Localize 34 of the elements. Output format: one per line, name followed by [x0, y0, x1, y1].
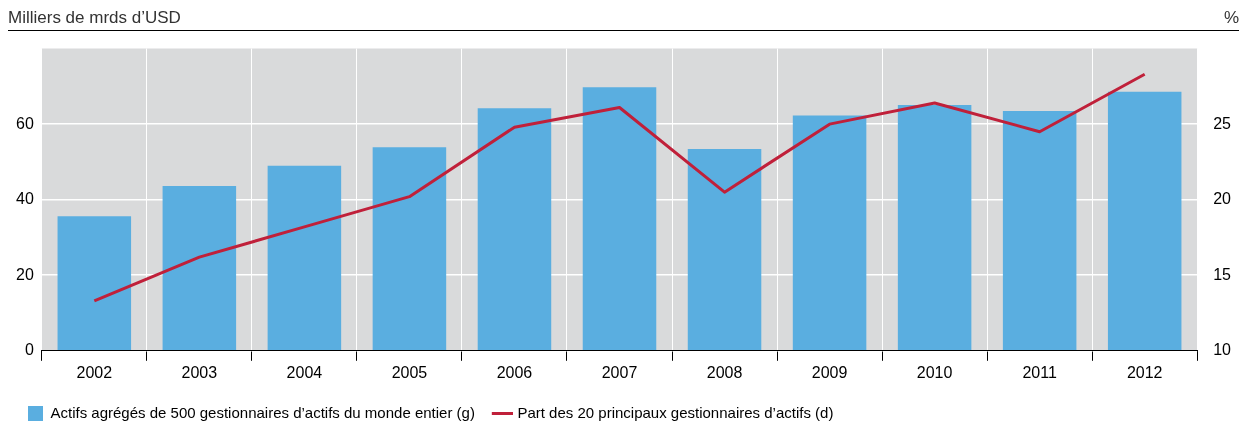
bar [372, 147, 447, 351]
y-axis-title: Milliers de mrds d’USD [8, 8, 181, 28]
x-tick-label: 2011 [1022, 363, 1057, 381]
x-tick-label: 2004 [286, 363, 323, 381]
y2-tick-label: 10 [1213, 341, 1232, 359]
x-tick-label: 2006 [496, 363, 533, 381]
y-tick-label: 40 [16, 190, 34, 208]
x-tick-label: 2003 [181, 363, 218, 381]
bar [477, 108, 552, 351]
bar [1002, 110, 1077, 351]
x-tick-label: 2012 [1126, 363, 1163, 381]
bar [162, 186, 237, 351]
legend-label: Part des 20 principaux gestionnaires d’actifs (d) [517, 403, 834, 421]
y2-axis-title: % [1223, 8, 1239, 28]
x-tick-label: 2008 [706, 363, 743, 381]
y-tick-label: 60 [16, 114, 34, 132]
y2-tick-label: 20 [1213, 190, 1232, 208]
bar [57, 216, 132, 351]
x-tick-label: 2009 [811, 363, 848, 381]
bar [792, 115, 867, 351]
x-tick-label: 2002 [76, 363, 113, 381]
y2-tick-label: 25 [1213, 114, 1232, 132]
bar [1107, 91, 1182, 351]
y2-tick-label: 15 [1213, 265, 1232, 283]
bar [687, 149, 762, 351]
bar [897, 104, 972, 351]
legend-label: Actifs agrégés de 500 gestionnaires d’actifs du monde entier (g) [50, 403, 475, 421]
y-tick-label: 20 [16, 265, 34, 283]
bar [582, 87, 657, 351]
x-tick-label: 2007 [601, 363, 638, 381]
y-tick-label: 0 [24, 341, 34, 359]
bar [267, 165, 342, 351]
x-tick-label: 2005 [391, 363, 428, 381]
x-tick-label: 2010 [916, 363, 953, 381]
